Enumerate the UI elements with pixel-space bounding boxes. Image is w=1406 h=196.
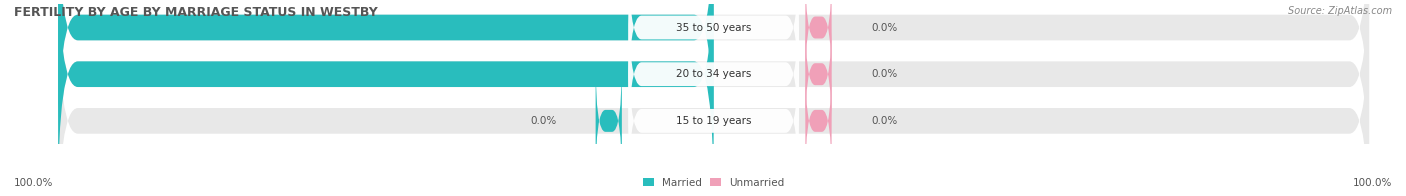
Text: 100.0%: 100.0% (8, 69, 48, 79)
Text: 100.0%: 100.0% (8, 23, 48, 33)
Legend: Married, Unmarried: Married, Unmarried (643, 178, 785, 188)
FancyBboxPatch shape (628, 0, 799, 109)
FancyBboxPatch shape (58, 0, 1369, 155)
FancyBboxPatch shape (806, 15, 831, 133)
Text: Source: ZipAtlas.com: Source: ZipAtlas.com (1288, 6, 1392, 16)
Text: 20 to 34 years: 20 to 34 years (676, 69, 751, 79)
Text: 0.0%: 0.0% (870, 69, 897, 79)
FancyBboxPatch shape (628, 0, 799, 156)
Text: 0.0%: 0.0% (530, 116, 557, 126)
FancyBboxPatch shape (806, 0, 831, 87)
Text: 0.0%: 0.0% (870, 116, 897, 126)
Text: 0.0%: 0.0% (870, 23, 897, 33)
FancyBboxPatch shape (58, 0, 1369, 196)
Text: 35 to 50 years: 35 to 50 years (676, 23, 751, 33)
FancyBboxPatch shape (596, 62, 621, 180)
Text: 15 to 19 years: 15 to 19 years (676, 116, 751, 126)
FancyBboxPatch shape (58, 0, 714, 155)
Text: 100.0%: 100.0% (1353, 178, 1392, 188)
FancyBboxPatch shape (58, 0, 1369, 196)
FancyBboxPatch shape (806, 62, 831, 180)
FancyBboxPatch shape (628, 39, 799, 196)
Text: 100.0%: 100.0% (14, 178, 53, 188)
FancyBboxPatch shape (58, 0, 714, 196)
Text: FERTILITY BY AGE BY MARRIAGE STATUS IN WESTBY: FERTILITY BY AGE BY MARRIAGE STATUS IN W… (14, 6, 378, 19)
